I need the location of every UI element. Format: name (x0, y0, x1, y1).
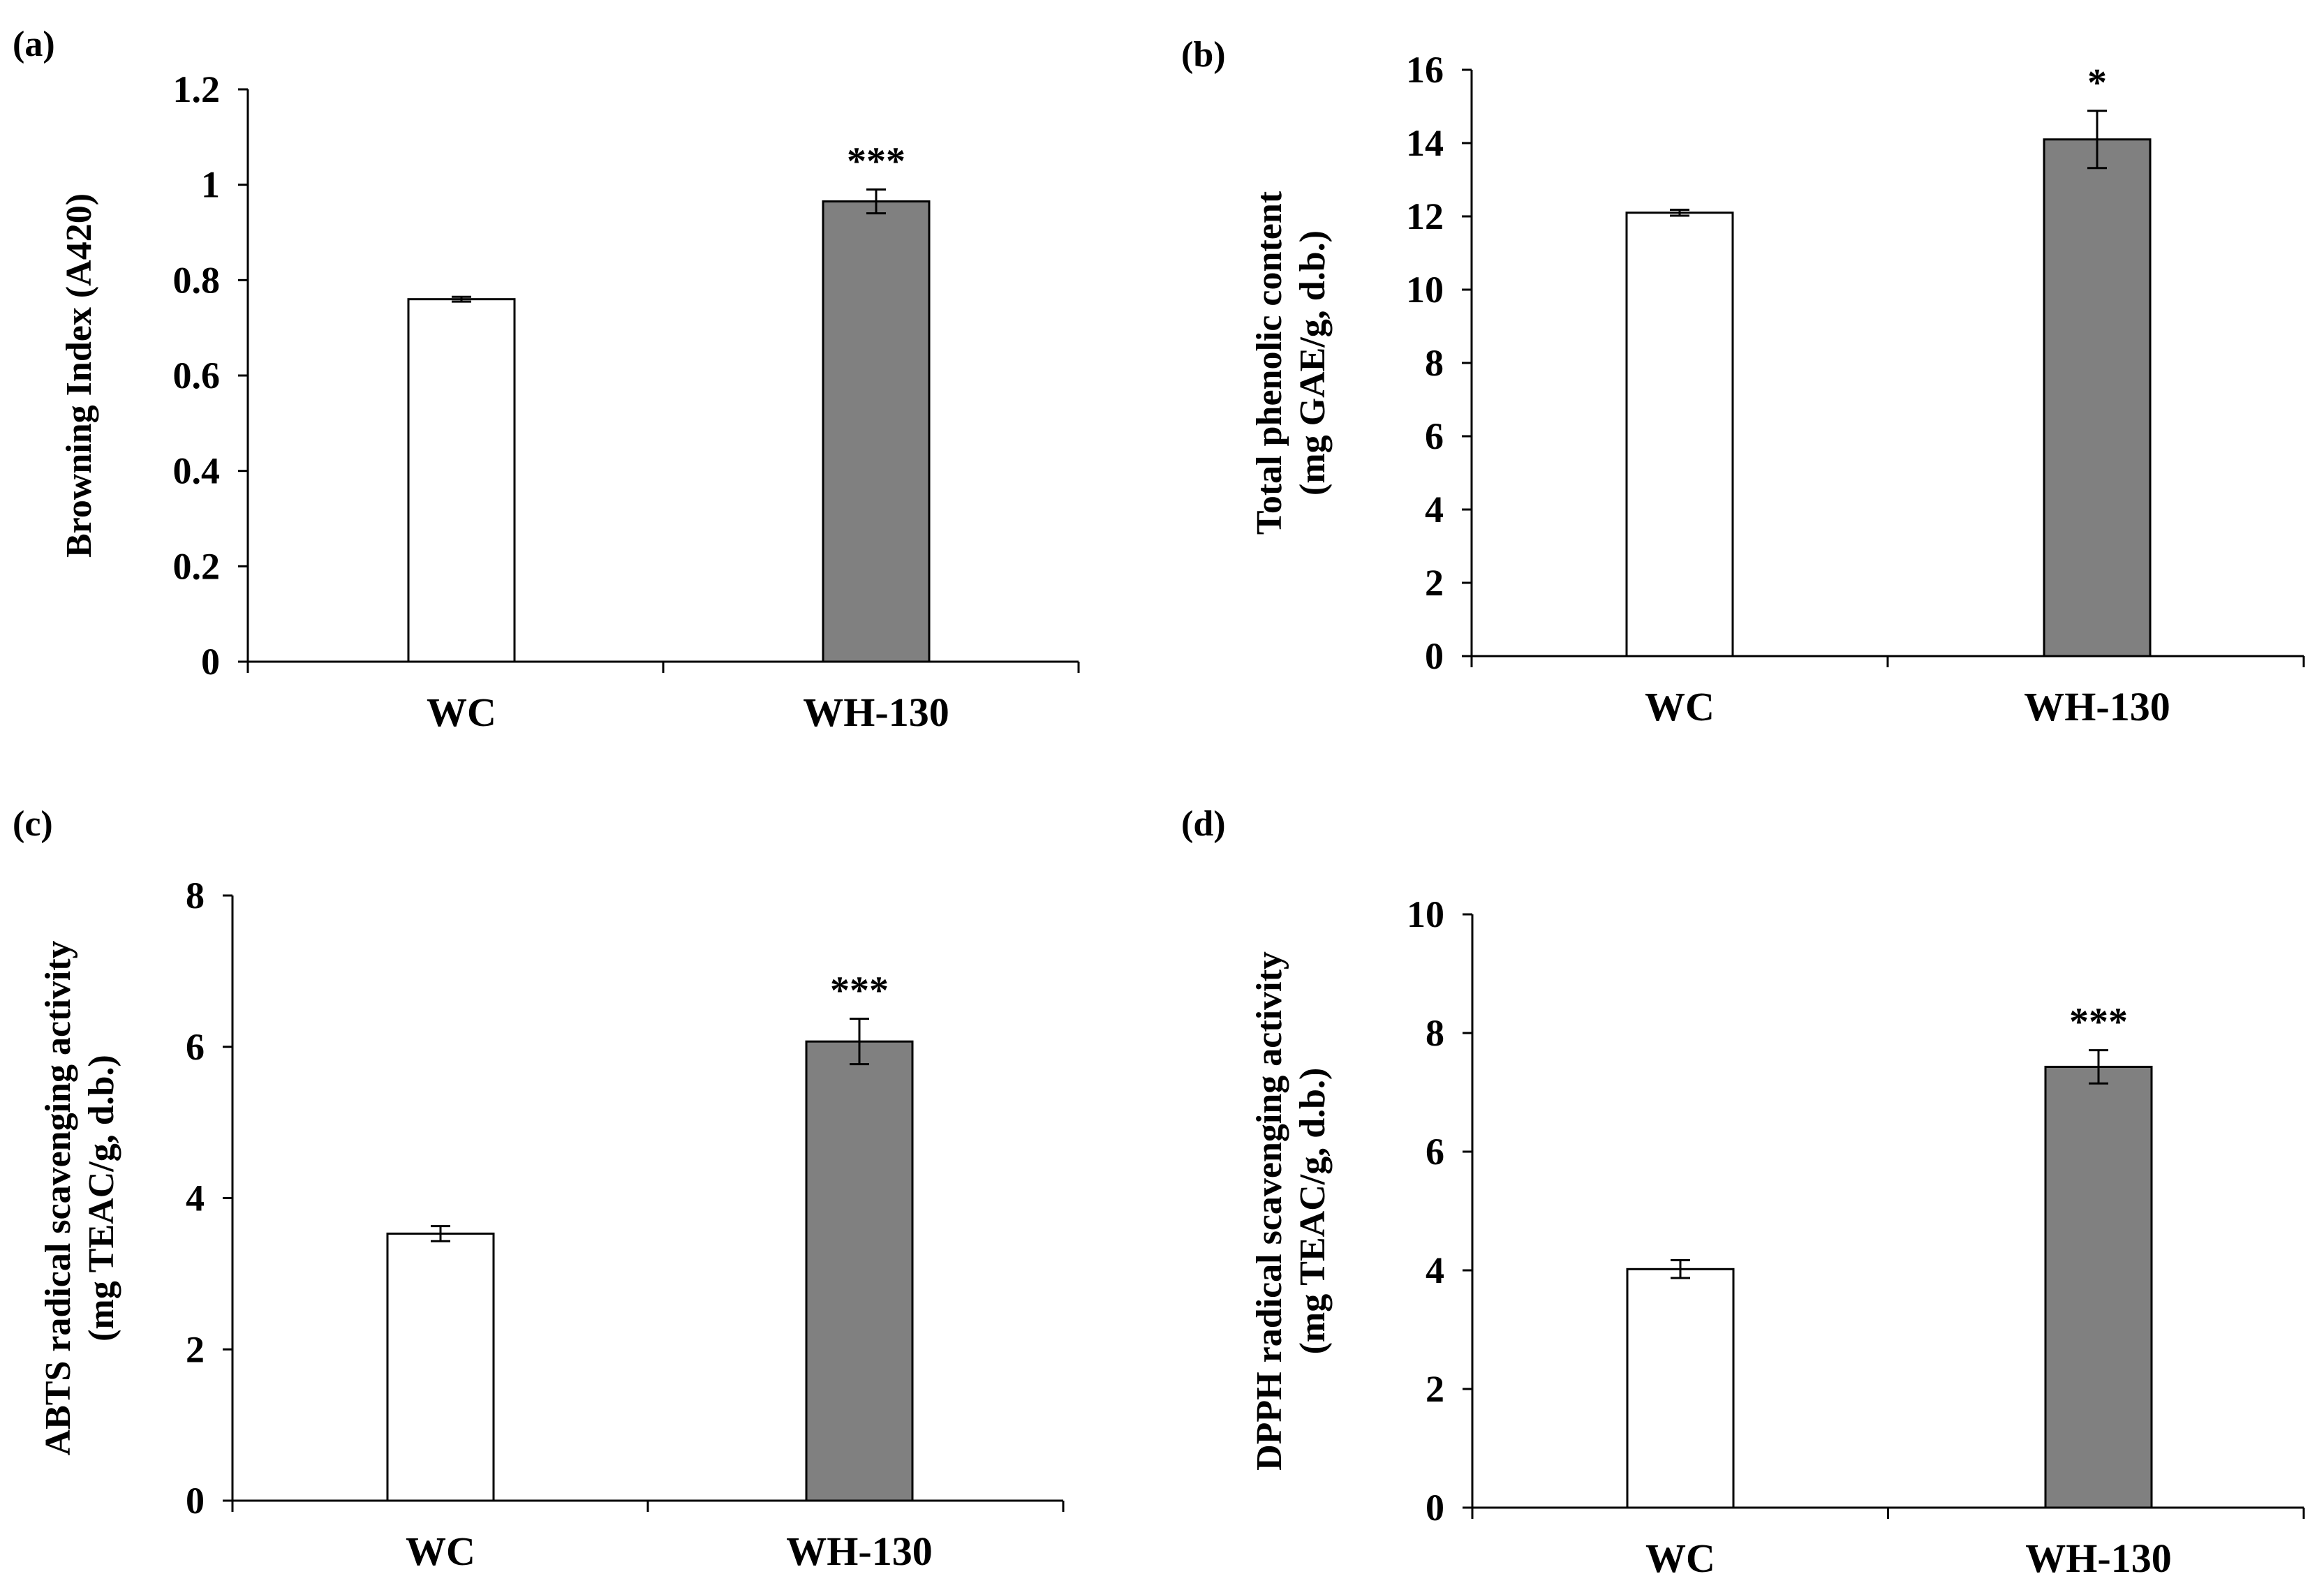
y-tick-label: 1.2 (173, 68, 221, 110)
bar-wc (1625, 211, 1734, 657)
y-axis-title: (mg TEAC/g, d.b.) (82, 1055, 121, 1342)
panel-label: (a) (13, 24, 55, 64)
y-tick-label: 0.8 (173, 259, 221, 301)
y-tick-label: 10 (1406, 269, 1444, 311)
y-axis-title: (mg TEAC/g, d.b.) (1293, 1068, 1333, 1355)
x-category-label: WC (427, 690, 496, 735)
y-tick-label: 6 (1425, 415, 1444, 457)
bar-wh-130 (2044, 1065, 2153, 1509)
panel-label: (d) (1181, 804, 1226, 844)
y-tick-label: 12 (1406, 195, 1444, 237)
bar-wh-130 (805, 1040, 914, 1502)
y-axis-title: DPPH radical scavenging activity (1250, 951, 1289, 1471)
chart-panel-2: (b) 0 2 4 6 8 10 12 14 16 WC * WH-130 Total phenolic … (1181, 35, 2305, 729)
bar-wh-130 (2043, 138, 2152, 657)
y-axis-title: Total phenolic content (1250, 191, 1289, 535)
y-tick-label: 4 (1425, 489, 1444, 530)
significance-marker: *** (830, 969, 889, 1013)
y-tick-label: 8 (1426, 1012, 1444, 1054)
y-tick-label: 0 (1425, 635, 1444, 677)
x-category-label: WH-130 (803, 690, 949, 735)
y-tick-label: 0 (201, 641, 220, 683)
x-category-label: WH-130 (2025, 1536, 2171, 1581)
x-category-label: WC (406, 1529, 475, 1574)
y-tick-label: 10 (1407, 893, 1444, 935)
y-tick-label: 1 (201, 164, 220, 206)
significance-marker: *** (847, 140, 905, 184)
significance-marker: * (2087, 61, 2107, 105)
y-tick-label: 14 (1406, 122, 1444, 164)
y-tick-label: 6 (1426, 1131, 1444, 1173)
y-tick-label: 8 (1425, 342, 1444, 384)
chart-panel-1: (a) 0 0.2 0.4 0.6 0.8 1 1.2 WC *** WH-130 Browning … (13, 24, 1080, 735)
bar-wc (407, 298, 516, 663)
panel-label: (c) (13, 804, 53, 844)
x-category-label: WC (1645, 1536, 1715, 1581)
x-category-label: WH-130 (786, 1529, 932, 1574)
y-tick-label: 16 (1406, 49, 1444, 91)
y-tick-label: 6 (186, 1026, 205, 1068)
panel-label: (b) (1181, 35, 1226, 75)
bar-wh-130 (822, 200, 931, 663)
y-tick-label: 0.4 (173, 450, 221, 492)
x-category-label: WC (1645, 684, 1715, 729)
chart-panel-4: (d) 0 2 4 6 8 10 WC *** WH-130 DPPH radical scaven… (1181, 804, 2305, 1581)
y-axis-title: (mg GAE/g, d.b.) (1293, 230, 1333, 496)
y-tick-label: 8 (186, 875, 205, 916)
x-category-label: WH-130 (2024, 684, 2170, 729)
y-tick-label: 2 (1426, 1368, 1444, 1410)
y-tick-label: 4 (186, 1177, 205, 1219)
significance-marker: *** (2069, 1001, 2128, 1044)
y-tick-label: 0.2 (173, 545, 221, 587)
bar-wc (386, 1232, 495, 1502)
bar-wc (1626, 1268, 1735, 1509)
y-tick-label: 4 (1426, 1249, 1444, 1291)
chart-panel-3: (c) 0 2 4 6 8 WC *** WH-130 ABTS radical scavengi… (13, 804, 1065, 1574)
y-tick-label: 2 (186, 1328, 205, 1370)
y-tick-label: 0.6 (173, 355, 221, 396)
y-axis-title: ABTS radical scavenging activity (38, 940, 78, 1455)
y-axis-title: Browning Index (A420) (59, 193, 99, 558)
y-tick-label: 0 (1426, 1487, 1444, 1529)
y-tick-label: 0 (186, 1480, 205, 1522)
y-tick-label: 2 (1425, 562, 1444, 604)
